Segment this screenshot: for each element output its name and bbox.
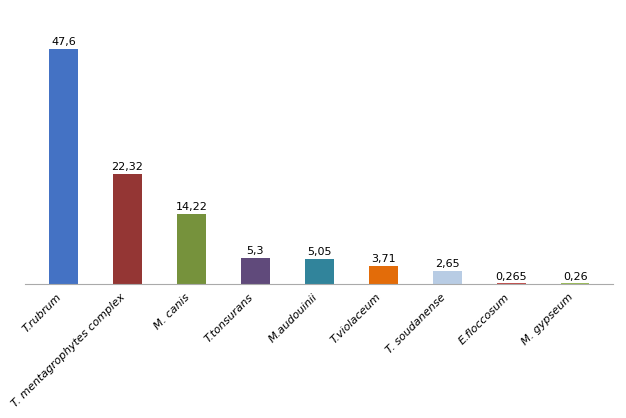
Bar bbox=[177, 214, 206, 284]
Bar bbox=[497, 283, 526, 284]
Text: 0,265: 0,265 bbox=[495, 272, 527, 282]
Bar bbox=[561, 283, 590, 284]
Text: 2,65: 2,65 bbox=[435, 259, 459, 269]
Bar bbox=[305, 259, 334, 284]
Bar bbox=[241, 258, 270, 284]
Bar bbox=[433, 271, 461, 284]
Text: 22,32: 22,32 bbox=[111, 162, 143, 172]
Bar bbox=[113, 174, 141, 284]
Text: 5,3: 5,3 bbox=[247, 246, 264, 256]
Text: 14,22: 14,22 bbox=[175, 202, 207, 212]
Text: 5,05: 5,05 bbox=[307, 247, 332, 257]
Bar bbox=[49, 49, 78, 284]
Text: 3,71: 3,71 bbox=[371, 254, 396, 264]
Text: 47,6: 47,6 bbox=[51, 37, 76, 47]
Bar bbox=[369, 266, 398, 284]
Text: 0,26: 0,26 bbox=[563, 272, 587, 282]
